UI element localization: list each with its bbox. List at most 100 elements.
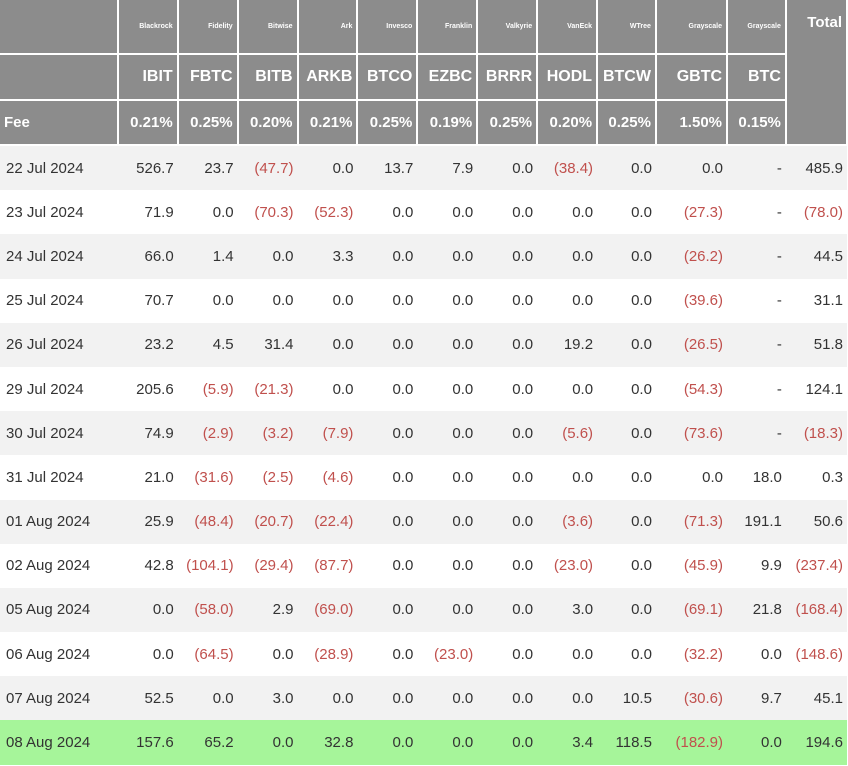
- ticker-symbol: BRRR: [477, 54, 539, 101]
- issuer-header-row: Blackrock Fidelity Bitwise Ark Invesco Frankl…: [0, 0, 848, 146]
- fee-label: Fee: [0, 100, 119, 146]
- flow-value-cell: 0.0: [237, 278, 298, 323]
- date-cell: 07 Aug 2024: [0, 676, 118, 721]
- table-row: 06 Aug 2024 0.0 (64.5) 0.0 (28.9) 0.0 (23.0) 0.…: [0, 632, 847, 677]
- issuer-name: VanEck: [537, 0, 599, 55]
- flow-value-cell: (45.9): [655, 543, 728, 588]
- issuer-name: Grayscale: [655, 0, 729, 55]
- flow-value-cell: 0.0: [117, 587, 178, 633]
- flow-value-cell: 0.0: [477, 676, 538, 721]
- flow-value-cell: 7.9: [417, 145, 478, 191]
- flow-value-cell: (30.6): [655, 676, 728, 721]
- flow-value-cell: 9.7: [727, 676, 786, 721]
- total-cell: 124.1: [785, 366, 847, 412]
- table-row: 30 Jul 2024 74.9 (2.9) (3.2) (7.9) 0.0 0.0 0.0(…: [0, 411, 847, 456]
- flow-value-cell: 21.8: [727, 587, 786, 633]
- total-cell: 44.5: [785, 234, 847, 279]
- flow-value-cell: 0.0: [477, 543, 538, 588]
- flow-value-cell: (104.1): [177, 543, 238, 588]
- ticker-symbol: HODL: [537, 54, 599, 101]
- date-cell: 31 Jul 2024: [0, 455, 118, 500]
- date-cell: 24 Jul 2024: [0, 234, 118, 279]
- table-header: Blackrock Fidelity Bitwise Ark Invesco Frankl…: [0, 0, 848, 146]
- flow-value-cell: 0.0: [357, 676, 418, 721]
- fee-value: 0.21%: [117, 100, 179, 146]
- date-cell: 02 Aug 2024: [0, 543, 118, 588]
- flow-value-cell: 0.0: [357, 587, 418, 633]
- flow-value-cell: -: [727, 411, 786, 456]
- flow-value-cell: 0.0: [357, 322, 418, 367]
- flow-value-cell: (47.7): [237, 145, 298, 191]
- flow-value-cell: 9.9: [727, 543, 786, 588]
- flow-value-cell: 0.0: [597, 190, 656, 235]
- issuer-name: Franklin: [417, 0, 479, 55]
- flow-value-cell: (54.3): [655, 366, 728, 412]
- flow-value-cell: 74.9: [117, 411, 178, 456]
- flow-value-cell: (4.6): [297, 455, 358, 500]
- flow-value-cell: (28.9): [297, 632, 358, 677]
- flow-value-cell: 0.0: [357, 411, 418, 456]
- table-row: 08 Aug 2024 157.6 65.2 0.0 32.8 0.0 0.0 0.0 3.4 1…: [0, 720, 847, 765]
- fee-value: 0.25%: [477, 100, 539, 146]
- flow-value-cell: 0.0: [357, 190, 418, 235]
- table-row: 01 Aug 2024 25.9 (48.4) (20.7) (22.4) 0.0 0.0 0…: [0, 499, 847, 544]
- flow-value-cell: 0.0: [597, 411, 656, 456]
- flow-value-cell: 0.0: [477, 322, 538, 367]
- flow-value-cell: 0.0: [537, 234, 598, 279]
- flow-value-cell: 0.0: [537, 455, 598, 500]
- ticker-symbol: GBTC: [655, 54, 729, 101]
- flow-value-cell: 0.0: [477, 720, 538, 765]
- date-cell: 05 Aug 2024: [0, 587, 118, 633]
- ticker-symbol: FBTC: [177, 54, 239, 101]
- flow-value-cell: 3.0: [537, 587, 598, 633]
- flow-value-cell: (5.6): [537, 411, 598, 456]
- flow-value-cell: (29.4): [237, 543, 298, 588]
- flow-value-cell: 42.8: [117, 543, 178, 588]
- table-row: 23 Jul 2024 71.9 0.0 (70.3) (52.3) 0.0 0.0 0.0 0…: [0, 190, 847, 235]
- flow-value-cell: (26.2): [655, 234, 728, 279]
- flow-value-cell: 0.0: [477, 366, 538, 412]
- flow-value-cell: 118.5: [597, 720, 656, 765]
- flow-value-cell: 0.0: [357, 455, 418, 500]
- ticker-symbol: ARKB: [297, 54, 359, 101]
- flow-value-cell: 0.0: [297, 366, 358, 412]
- flow-value-cell: 0.0: [537, 190, 598, 235]
- flow-value-cell: 0.0: [477, 632, 538, 677]
- issuer-name: Bitwise: [237, 0, 299, 55]
- flow-value-cell: 32.8: [297, 720, 358, 765]
- table-body: 22 Jul 2024 526.7 23.7 (47.7) 0.0 13.7 7.9 0.0(…: [0, 145, 847, 765]
- flow-value-cell: 0.0: [177, 278, 238, 323]
- table-row: 29 Jul 2024 205.6 (5.9) (21.3) 0.0 0.0 0.0 0.0 0…: [0, 366, 847, 412]
- flow-value-cell: 0.0: [357, 278, 418, 323]
- flow-value-cell: 23.2: [117, 322, 178, 367]
- total-cell: 31.1: [785, 278, 847, 323]
- fee-value: 0.25%: [597, 100, 657, 146]
- flow-value-cell: 0.0: [357, 499, 418, 544]
- flow-value-cell: 0.0: [177, 190, 238, 235]
- total-cell: 45.1: [785, 676, 847, 721]
- flow-value-cell: 0.0: [357, 543, 418, 588]
- flow-value-cell: (69.1): [655, 587, 728, 633]
- flow-value-cell: 191.1: [727, 499, 786, 544]
- flow-value-cell: 70.7: [117, 278, 178, 323]
- flow-value-cell: 10.5: [597, 676, 656, 721]
- table-row: 25 Jul 2024 70.7 0.0 0.0 0.0 0.0 0.0 0.0 0.0 0.0(…: [0, 278, 847, 323]
- flow-value-cell: (182.9): [655, 720, 728, 765]
- date-cell: 30 Jul 2024: [0, 411, 118, 456]
- flow-value-cell: (87.7): [297, 543, 358, 588]
- ticker-symbol: BTCO: [357, 54, 419, 101]
- total-column-header: Total: [785, 0, 848, 146]
- flow-value-cell: 0.0: [655, 455, 728, 500]
- ticker-symbol: EZBC: [417, 54, 479, 101]
- table-row: 02 Aug 2024 42.8 (104.1) (29.4) (87.7) 0.0 0.0…: [0, 543, 847, 588]
- flow-value-cell: 0.0: [237, 632, 298, 677]
- flow-value-cell: 0.0: [597, 455, 656, 500]
- flow-value-cell: 0.0: [597, 632, 656, 677]
- table-row: 22 Jul 2024 526.7 23.7 (47.7) 0.0 13.7 7.9 0.0(…: [0, 145, 847, 191]
- ticker-symbol: BITB: [237, 54, 299, 101]
- flow-value-cell: 0.0: [417, 322, 478, 367]
- flow-value-cell: 0.0: [727, 720, 786, 765]
- flow-value-cell: 0.0: [417, 587, 478, 633]
